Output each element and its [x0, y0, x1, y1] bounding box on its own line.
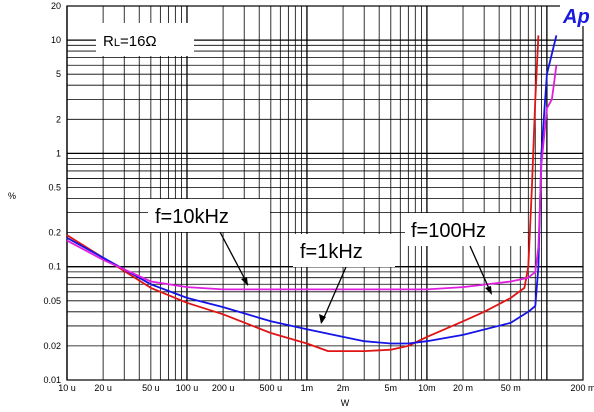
y-tick-label: 0.2	[48, 228, 61, 238]
x-tick-label: 20 m	[453, 383, 473, 393]
arrowhead-1khz	[319, 314, 326, 324]
ap-logo: Ap	[562, 6, 590, 28]
y-tick-label: 20	[51, 1, 61, 11]
annotation-box-10khz	[148, 199, 270, 232]
x-tick-label: 50 m	[501, 383, 521, 393]
annotation-box-1khz	[293, 234, 395, 267]
y-tick-label: 5	[56, 69, 61, 79]
x-tick-label: 5m	[385, 383, 398, 393]
y-tick-label: 0.1	[48, 262, 61, 272]
y-tick-label: 0.01	[43, 375, 61, 385]
y-tick-label: 0.02	[43, 341, 61, 351]
x-tick-label: 50 u	[142, 383, 160, 393]
arrowhead-10khz	[241, 277, 248, 286]
y-tick-label: 0.05	[43, 296, 61, 306]
arrow-100hz	[469, 245, 492, 294]
x-tick-label: 100 u	[176, 383, 199, 393]
arrowhead-100hz	[485, 286, 492, 295]
inset-label: RL=16Ω	[103, 33, 157, 50]
annotation-10khz: f=10kHz	[155, 206, 229, 228]
y-tick-label: 10	[51, 35, 61, 45]
y-tick-label: 2	[56, 114, 61, 124]
x-tick-label: 200 m	[570, 383, 594, 393]
y-axis-label: %	[8, 191, 16, 201]
series-line	[66, 35, 540, 352]
x-tick-label: 1m	[301, 383, 314, 393]
annotation-arrows	[219, 231, 492, 324]
series-group	[66, 35, 558, 352]
annotation-1khz: f=1kHz	[300, 241, 363, 263]
series-line	[66, 35, 558, 345]
y-tick-label: 1	[56, 148, 61, 158]
y-tick-label: 0.5	[48, 183, 61, 193]
y-tick-labels: 0.01 0.02 0.05 0.1 0.2 0.5 1 2 5 10 20	[43, 1, 61, 385]
inset-label-box	[96, 23, 194, 56]
x-tick-labels: 10 u 20 u 50 u 100 u 200 u 500 u 1m 2m 5m 10m 20 m…	[58, 383, 594, 393]
x-tick-label: 500 u	[260, 383, 283, 393]
x-tick-label: 10m	[418, 383, 436, 393]
annotation-100hz: f=100Hz	[411, 220, 486, 242]
x-tick-label: 2m	[337, 383, 350, 393]
series-line	[66, 65, 558, 291]
arrow-10khz	[219, 231, 249, 286]
x-tick-label: 20 u	[94, 383, 112, 393]
x-axis-label: W	[341, 398, 350, 408]
logo-background	[560, 4, 594, 26]
x-tick-label: 10 u	[58, 383, 76, 393]
plot-frame	[66, 5, 584, 381]
arrow-1khz	[321, 266, 347, 323]
x-tick-label: 200 u	[212, 383, 235, 393]
annotation-box-100hz	[405, 213, 523, 246]
